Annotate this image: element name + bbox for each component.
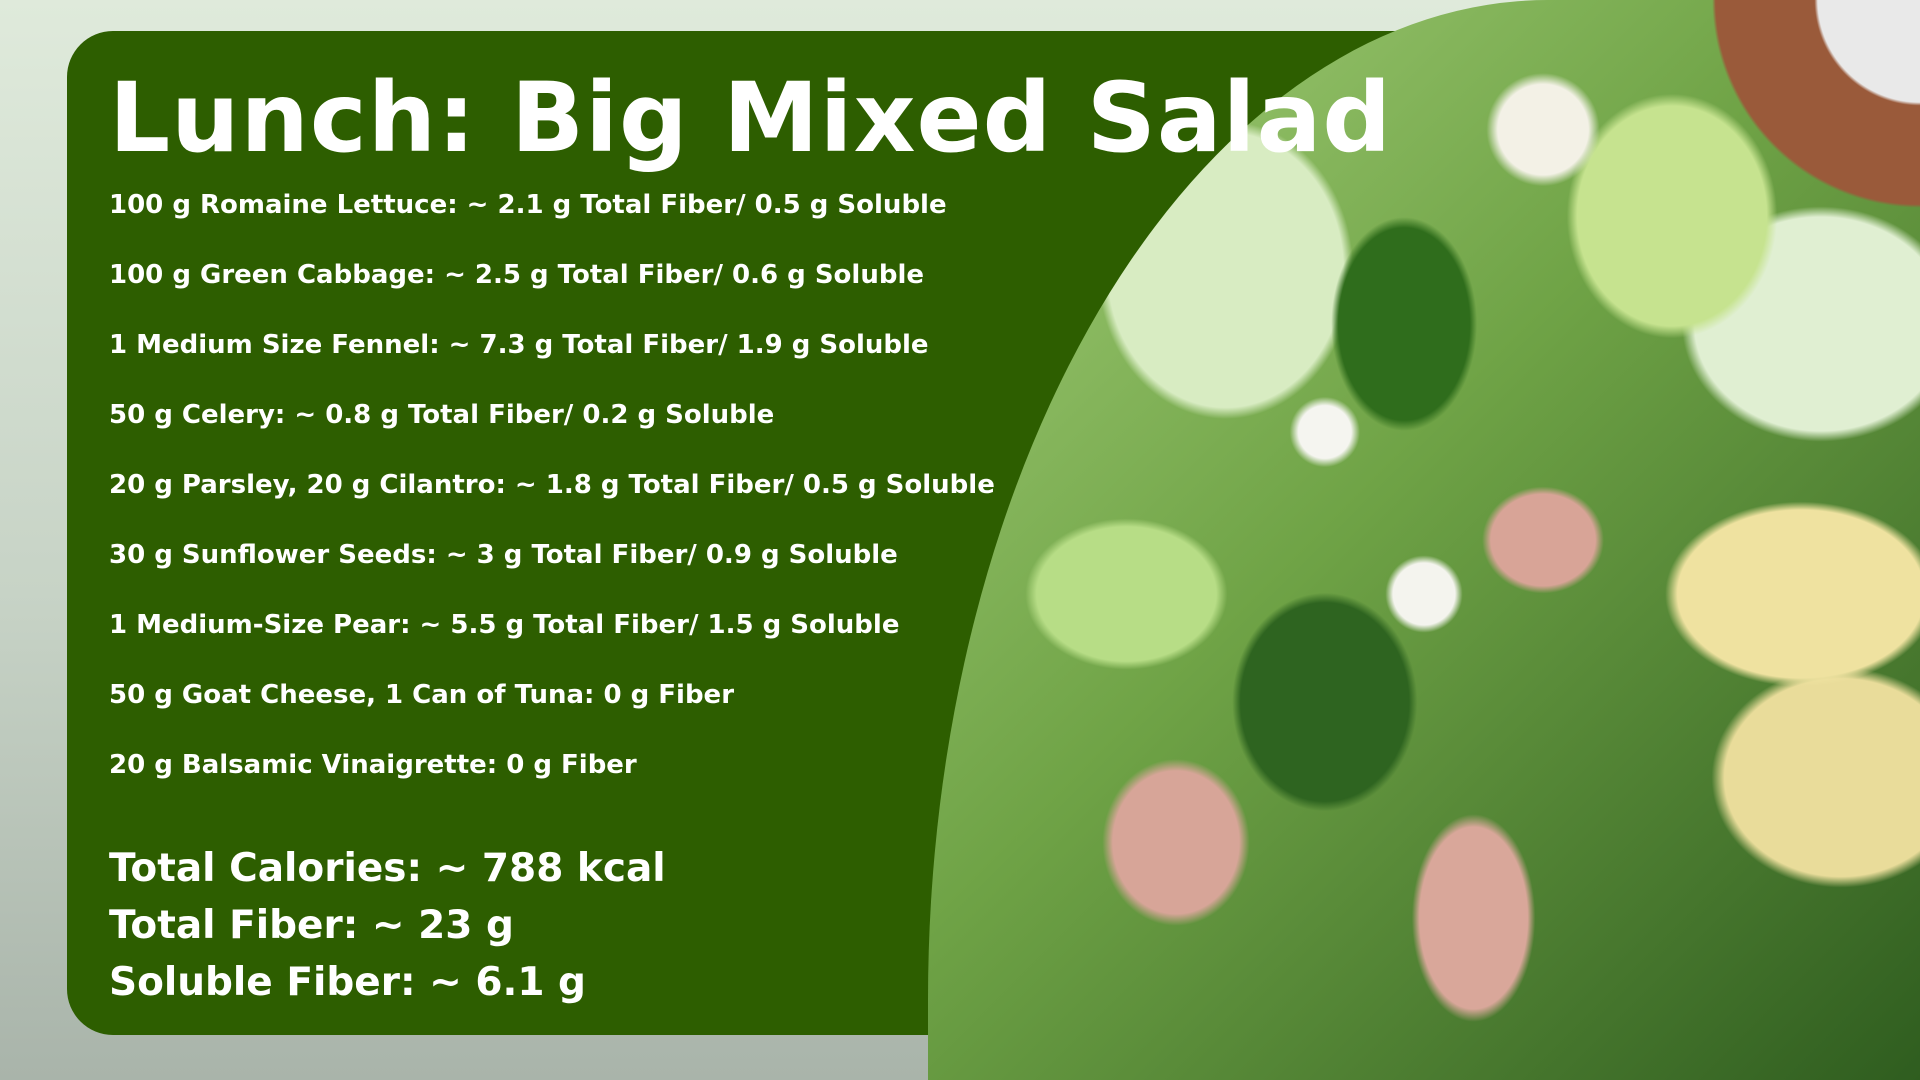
soluble-fiber: Soluble Fiber: ~ 6.1 g: [109, 960, 586, 1005]
ingredient-item: 20 g Parsley, 20 g Cilantro: ~ 1.8 g Tot…: [109, 470, 995, 500]
ingredient-item: 30 g Sunflower Seeds: ~ 3 g Total Fiber/…: [109, 540, 898, 570]
ingredient-item: 20 g Balsamic Vinaigrette: 0 g Fiber: [109, 750, 637, 780]
total-fiber: Total Fiber: ~ 23 g: [109, 903, 514, 948]
ingredient-item: 50 g Celery: ~ 0.8 g Total Fiber/ 0.2 g …: [109, 400, 775, 430]
totals: Total Calories: ~ 788 kcal Total Fiber: …: [109, 844, 666, 1015]
ingredient-list: 100 g Romaine Lettuce: ~ 2.1 g Total Fib…: [109, 188, 995, 818]
ingredient-item: 1 Medium Size Fennel: ~ 7.3 g Total Fibe…: [109, 330, 929, 360]
ingredient-item: 100 g Green Cabbage: ~ 2.5 g Total Fiber…: [109, 260, 924, 290]
total-calories: Total Calories: ~ 788 kcal: [109, 846, 666, 891]
ingredient-item: 50 g Goat Cheese, 1 Can of Tuna: 0 g Fib…: [109, 680, 735, 710]
ingredient-item: 1 Medium-Size Pear: ~ 5.5 g Total Fiber/…: [109, 610, 900, 640]
ingredient-item: 100 g Romaine Lettuce: ~ 2.1 g Total Fib…: [109, 190, 947, 220]
bowl-rim: [1660, 0, 1920, 220]
page-title: Lunch: Big Mixed Salad: [109, 62, 1393, 174]
